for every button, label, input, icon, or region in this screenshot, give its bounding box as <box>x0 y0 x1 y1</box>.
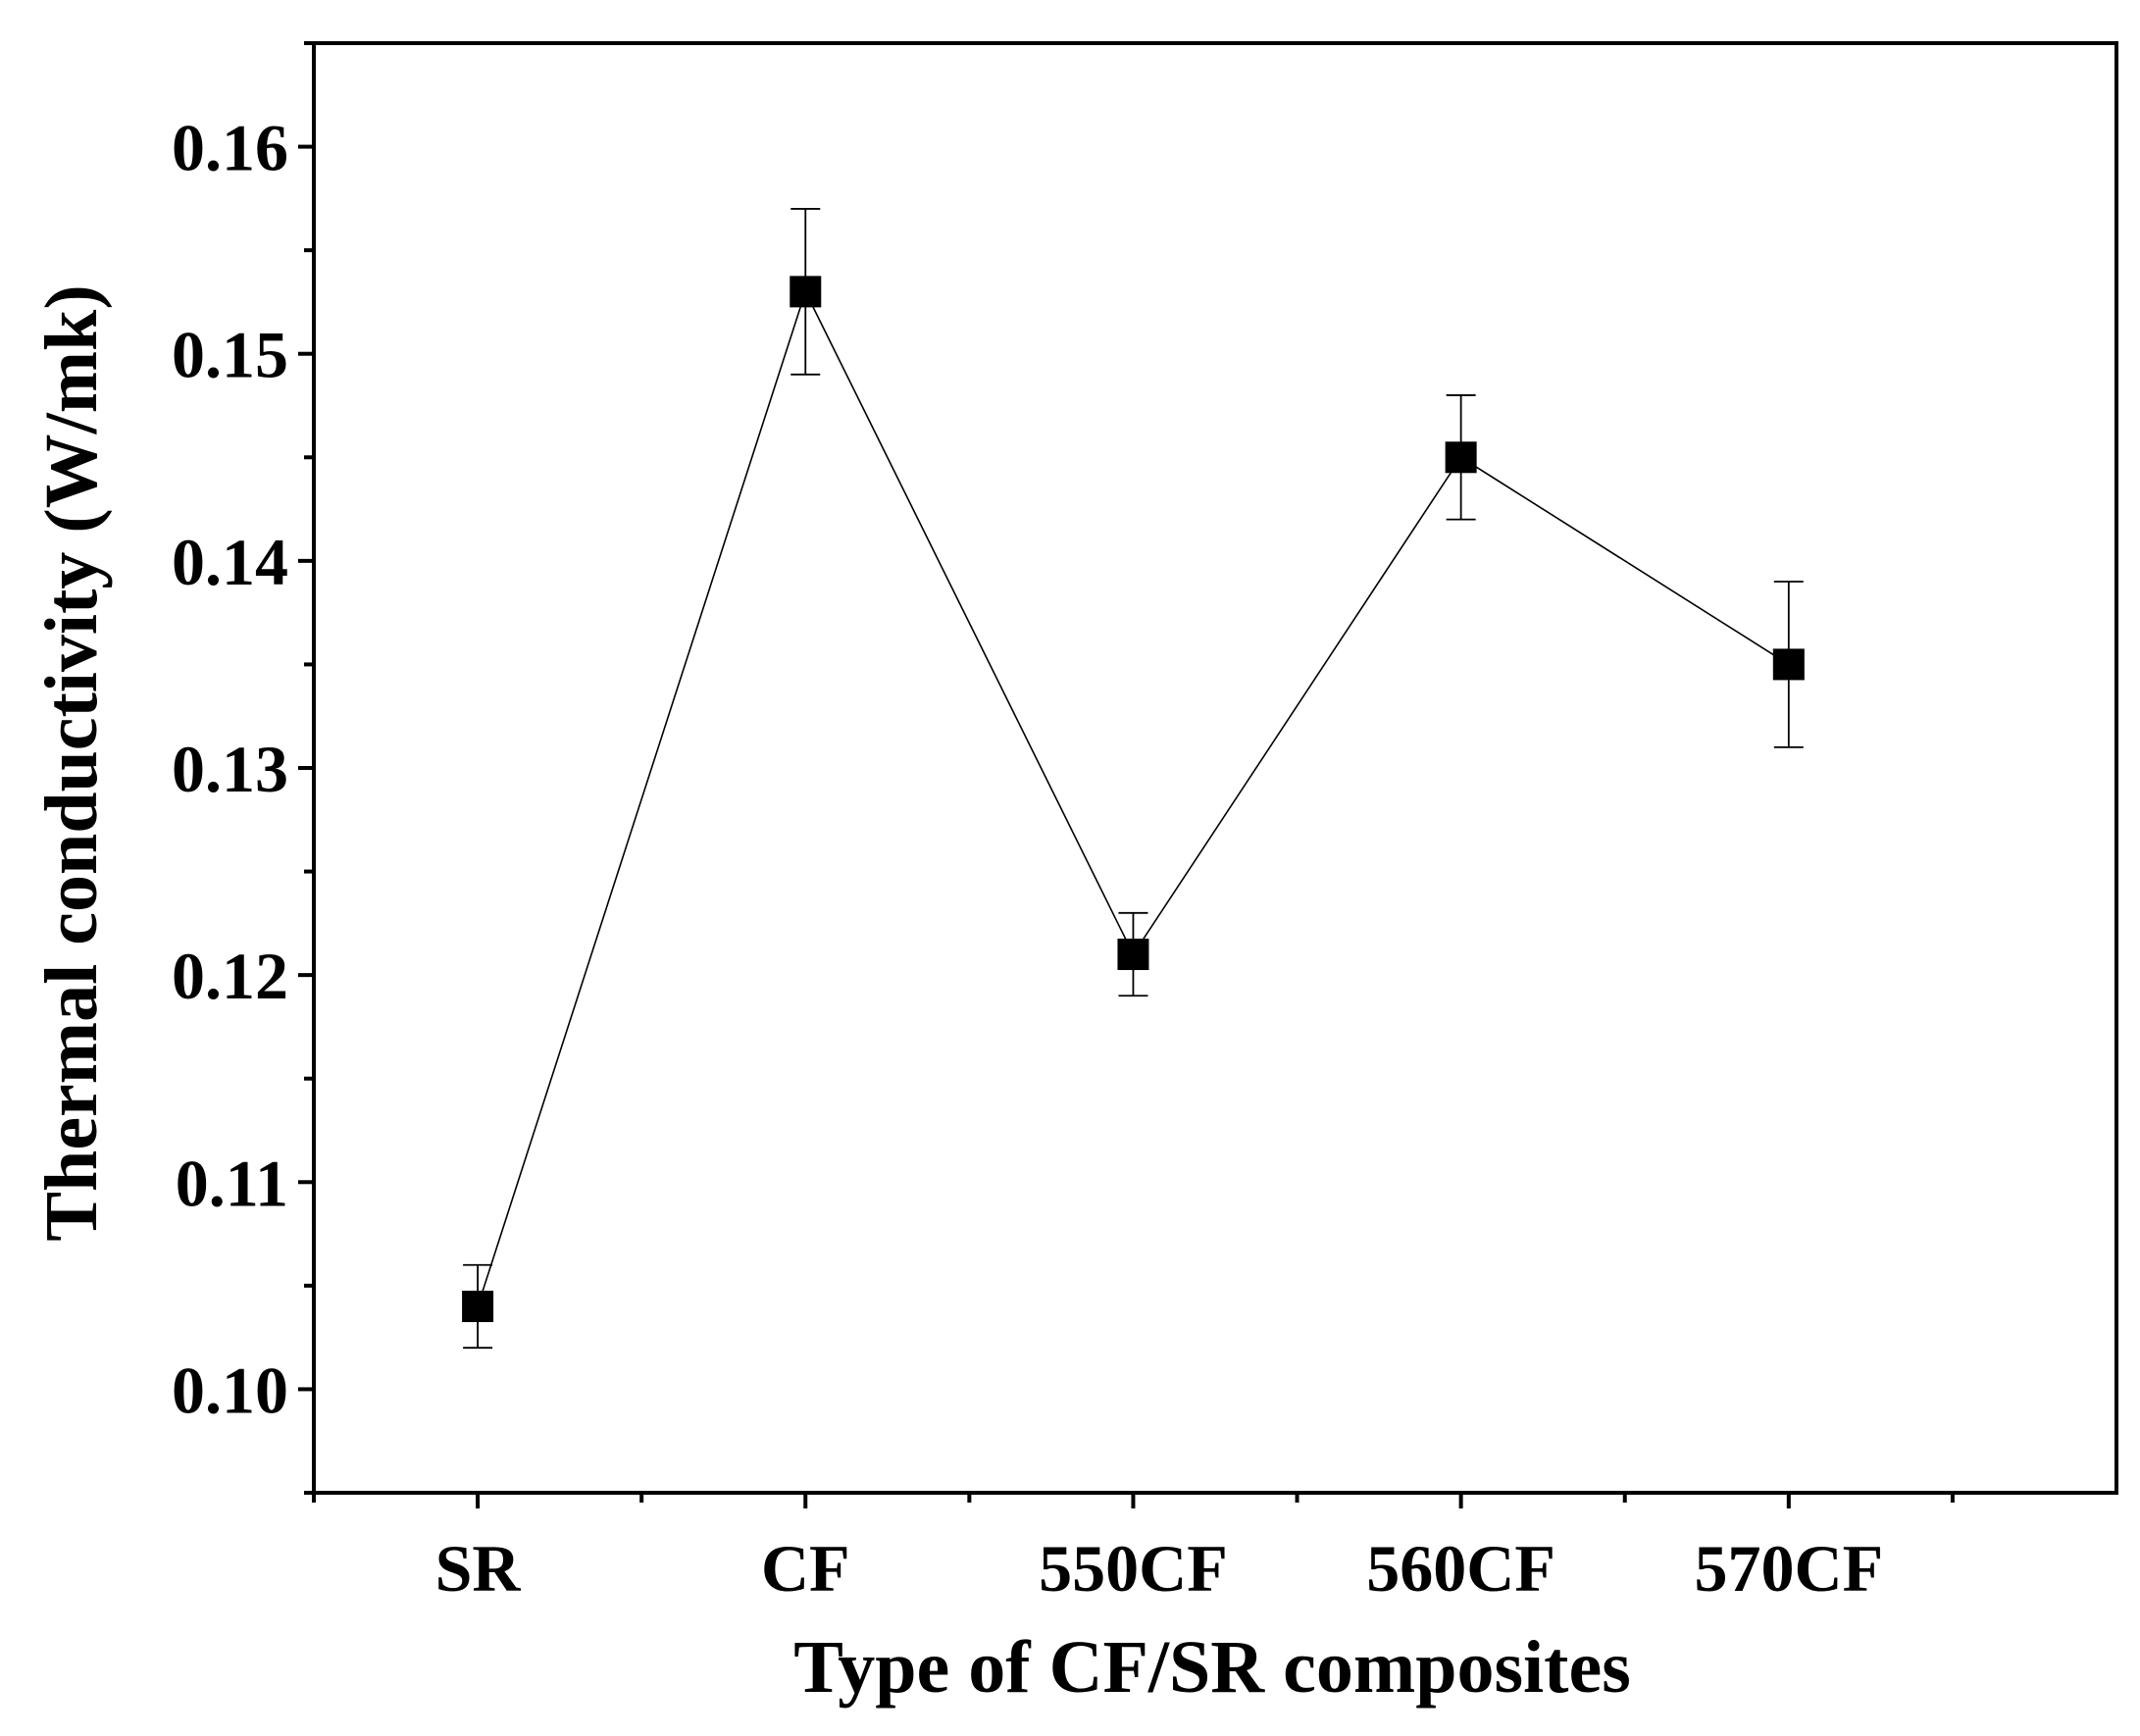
plot-area <box>312 41 2118 1495</box>
y-tick-label: 0.10 <box>172 1353 288 1427</box>
data-point-sr <box>462 1290 494 1322</box>
x-tick-label: 550CF <box>1039 1531 1228 1606</box>
y-tick-label: 0.14 <box>172 525 288 599</box>
data-series <box>462 208 1805 1350</box>
x-tick-label: 560CF <box>1366 1531 1555 1606</box>
y-axis: 0.10 0.11 0.12 0.13 0.14 0.15 0.16 <box>172 41 314 1495</box>
y-tick-label: 0.15 <box>172 318 288 392</box>
data-point-550cf <box>1117 939 1149 971</box>
x-tick-label: CF <box>761 1531 850 1606</box>
y-axis-title: Thermal conductivity (W/mk) <box>30 284 113 1241</box>
data-point-570cf <box>1772 648 1805 681</box>
y-tick-label: 0.11 <box>176 1146 288 1220</box>
x-axis-title: Type of CF/SR composites <box>793 1626 1631 1709</box>
y-tick-label: 0.16 <box>172 111 288 185</box>
data-point-cf <box>790 276 822 308</box>
y-tick-label: 0.12 <box>172 939 288 1013</box>
x-tick-label: SR <box>435 1531 522 1606</box>
series-line <box>477 289 1790 1307</box>
y-tick-label: 0.13 <box>172 732 288 806</box>
plot-border <box>312 41 2118 1495</box>
x-axis: SR CF 550CF 560CF 570CF <box>312 1493 1955 1606</box>
x-tick-label: 570CF <box>1694 1531 1883 1606</box>
data-point-560cf <box>1445 441 1477 474</box>
